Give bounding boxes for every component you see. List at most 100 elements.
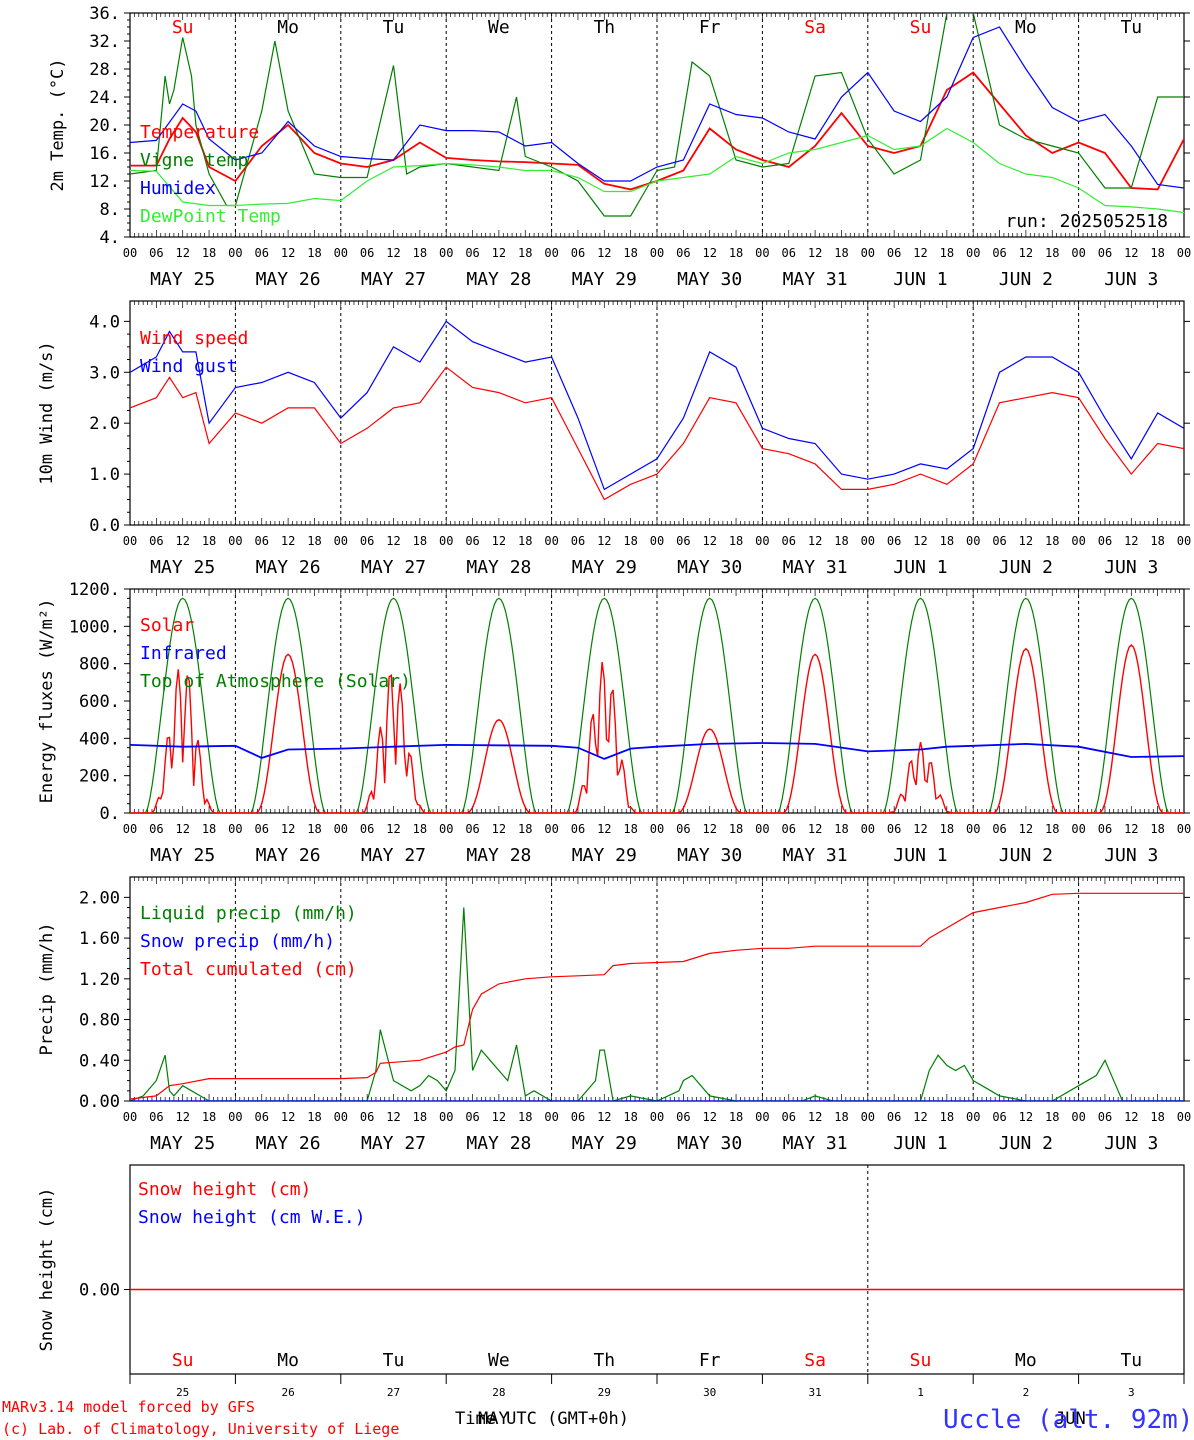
legend-entry: Snow height (cm) — [138, 1179, 311, 1200]
hour-tick-label: 00 — [966, 822, 980, 836]
date-label: JUN 2 — [999, 1133, 1053, 1154]
y-tick-label: 800. — [79, 655, 120, 675]
hour-tick-label: 06 — [360, 246, 374, 260]
hour-tick-label: 12 — [1124, 1110, 1138, 1124]
run-label: run: 2025052518 — [1005, 211, 1168, 232]
hour-tick-label: 00 — [544, 822, 558, 836]
hour-tick-label: 18 — [413, 534, 427, 548]
date-label: MAY 30 — [677, 1133, 742, 1154]
y-tick-label: 600. — [79, 692, 120, 712]
hour-tick-label: 12 — [702, 822, 716, 836]
date-label: MAY 29 — [572, 557, 637, 578]
y-axis-label: Precip (mm/h) — [37, 922, 57, 1055]
hour-tick-label: 06 — [255, 534, 269, 548]
hour-tick-label: 00 — [439, 1110, 453, 1124]
hour-tick-label: 06 — [1098, 822, 1112, 836]
date-label: MAY 28 — [466, 269, 531, 290]
hour-tick-label: 18 — [307, 246, 321, 260]
y-tick-label: 0.00 — [79, 1092, 120, 1112]
legend-entry: Wind gust — [140, 356, 238, 377]
hour-tick-label: 12 — [492, 1110, 506, 1124]
hour-tick-label: 00 — [334, 246, 348, 260]
y-tick-label: 1000. — [69, 617, 120, 637]
weekday-label: Su — [172, 17, 194, 38]
hour-tick-label: 18 — [1045, 1110, 1059, 1124]
y-tick-label: 1200. — [69, 580, 120, 600]
date-label: JUN 3 — [1104, 557, 1158, 578]
legend-entry: Infrared — [140, 643, 227, 664]
date-label: MAY 25 — [150, 557, 215, 578]
hour-tick-label: 18 — [623, 822, 637, 836]
y-tick-label: 20. — [89, 116, 120, 136]
series-line — [130, 26, 1184, 189]
y-tick-label: 400. — [79, 729, 120, 749]
hour-tick-label: 06 — [149, 246, 163, 260]
hour-tick-label: 00 — [123, 534, 137, 548]
date-label: MAY 28 — [466, 1133, 531, 1154]
hour-tick-label: 18 — [940, 1110, 954, 1124]
hour-tick-label: 06 — [887, 246, 901, 260]
hour-tick-label: 06 — [676, 534, 690, 548]
date-label: MAY 25 — [150, 845, 215, 866]
weekday-label: Mo — [1015, 1350, 1037, 1371]
hour-tick-label: 00 — [1177, 534, 1191, 548]
date-label: JUN 3 — [1104, 845, 1158, 866]
hour-tick-label: 06 — [149, 822, 163, 836]
hour-tick-label: 00 — [334, 534, 348, 548]
hour-tick-label: 00 — [1071, 822, 1085, 836]
y-tick-label: 1.20 — [79, 970, 120, 990]
date-label: MAY 31 — [783, 1133, 848, 1154]
plot-frame — [129, 588, 1185, 814]
hour-tick-label: 00 — [544, 246, 558, 260]
date-label: JUN 1 — [893, 557, 947, 578]
series-line — [130, 907, 1184, 1101]
hour-tick-label: 06 — [992, 1110, 1006, 1124]
hour-tick-label: 06 — [992, 534, 1006, 548]
hour-tick-label: 00 — [861, 246, 875, 260]
credit-line1: MARv3.14 model forced by GFS — [2, 1398, 255, 1416]
date-label: MAY 31 — [783, 557, 848, 578]
hour-tick-label: 00 — [123, 1110, 137, 1124]
hour-tick-label: 18 — [729, 246, 743, 260]
day-number: 25 — [176, 1386, 189, 1399]
hour-tick-label: 00 — [861, 534, 875, 548]
y-tick-label: 3.0 — [89, 363, 120, 383]
hour-tick-label: 12 — [702, 246, 716, 260]
hour-tick-label: 00 — [228, 246, 242, 260]
day-number: 1 — [917, 1386, 924, 1399]
date-label: MAY 25 — [150, 269, 215, 290]
hour-tick-label: 12 — [492, 822, 506, 836]
hour-tick-label: 12 — [597, 246, 611, 260]
hour-tick-label: 18 — [307, 822, 321, 836]
weekday-label: Mo — [277, 1350, 299, 1371]
date-label: MAY 27 — [361, 557, 426, 578]
y-tick-label: 12. — [89, 172, 120, 192]
hour-tick-label: 12 — [492, 246, 506, 260]
weekday-label: Tu — [383, 17, 405, 38]
hour-tick-label: 18 — [623, 534, 637, 548]
hour-tick-label: 18 — [1150, 822, 1164, 836]
day-number: 27 — [387, 1386, 400, 1399]
y-axis-label: 2m Temp. (°C) — [48, 58, 68, 191]
y-tick-label: 2.0 — [89, 414, 120, 434]
hour-tick-label: 18 — [1045, 246, 1059, 260]
hour-tick-label: 06 — [465, 534, 479, 548]
series-infrared — [130, 742, 1184, 760]
y-tick-label: 2.00 — [79, 888, 120, 908]
series-line — [130, 366, 1184, 501]
hour-tick-label: 18 — [940, 822, 954, 836]
hour-tick-label: 00 — [123, 822, 137, 836]
date-label: MAY 28 — [466, 845, 531, 866]
hour-tick-label: 06 — [360, 534, 374, 548]
hour-tick-label: 06 — [782, 534, 796, 548]
hour-tick-label: 00 — [228, 822, 242, 836]
hour-tick-label: 12 — [1019, 1110, 1033, 1124]
date-label: MAY 29 — [572, 845, 637, 866]
hour-tick-label: 06 — [571, 822, 585, 836]
hour-tick-label: 00 — [755, 1110, 769, 1124]
y-tick-label: 16. — [89, 144, 120, 164]
legend-entry: Top of Atmosphere (Solar) — [140, 671, 411, 692]
panel-4: 00 06 12 18 00 06 12 18 00 06 12 18 00 06 12 18 00 06 12 18… — [37, 876, 1191, 1154]
series-solar — [130, 644, 1184, 813]
